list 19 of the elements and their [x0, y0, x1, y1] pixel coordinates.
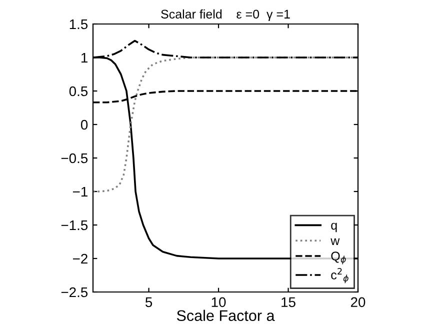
- y-tick-label: 0.5: [69, 86, 88, 96]
- chart-title: Scalar field ε =0 γ =1: [161, 9, 290, 22]
- y-tick-label: 1.5: [70, 19, 88, 30]
- y-tick-label: −1.5: [61, 220, 88, 230]
- x-axis-title: Scale Factor a: [176, 310, 275, 322]
- y-tick-label: −1: [72, 186, 88, 197]
- x-tick-label: 10: [212, 297, 226, 308]
- y-tick-label: −2: [72, 254, 88, 264]
- legend-label: w: [330, 238, 340, 245]
- y-tick-label: −0.5: [61, 153, 88, 164]
- legend-label: c$^{2}$$_{ϕ}$: [331, 268, 348, 284]
- legend-label: q: [331, 222, 337, 232]
- legend-label: Q$_{ϕ}$: [331, 252, 346, 264]
- x-tick-label: 20: [350, 297, 366, 308]
- x-tick-label: 5: [145, 297, 152, 308]
- y-tick-label: −2.5: [61, 287, 88, 298]
- y-tick-label: 0: [80, 120, 88, 130]
- y-tick-label: 1: [81, 52, 88, 63]
- x-tick-label: 15: [282, 297, 296, 308]
